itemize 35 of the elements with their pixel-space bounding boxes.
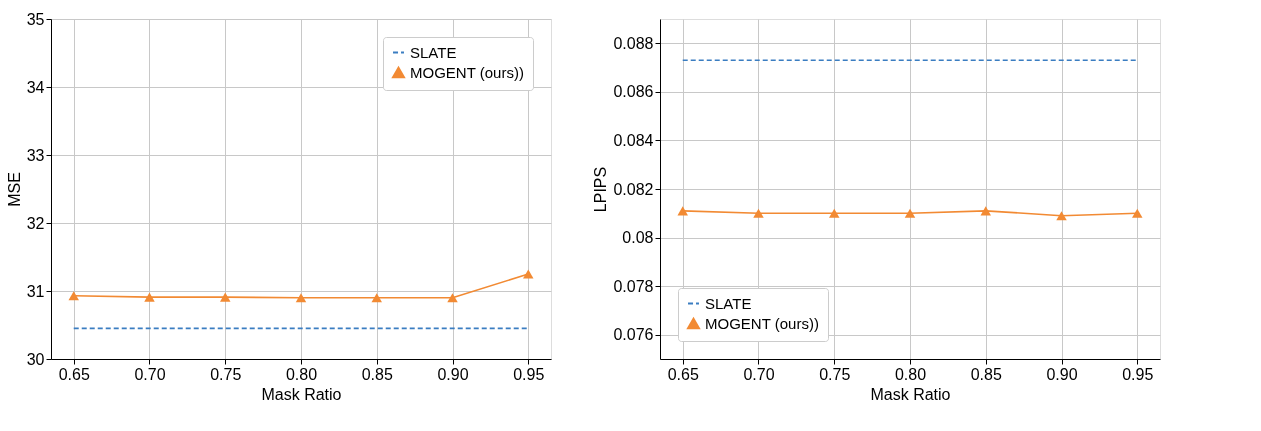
- y-tick-label: 33: [26, 146, 45, 164]
- x-axis-title: Mask Ratio: [261, 385, 342, 403]
- x-tick-label: 0.65: [667, 365, 699, 383]
- y-tick-label: 0.076: [613, 326, 654, 344]
- y-tick-label: 0.088: [613, 34, 654, 52]
- y-tick-label: 35: [26, 10, 45, 28]
- y-tick-label: 0.084: [613, 131, 654, 149]
- x-axis-title: Mask Ratio: [870, 385, 951, 403]
- x-tick-label: 0.95: [1122, 365, 1154, 383]
- x-tick-label: 0.70: [743, 365, 775, 383]
- x-tick-label: 0.75: [819, 365, 851, 383]
- legend-label: MOGENT (ours)): [705, 314, 819, 332]
- y-tick-label: 32: [26, 214, 45, 232]
- x-tick-label: 0.85: [361, 365, 393, 383]
- legend-label: SLATE: [705, 294, 752, 312]
- y-tick-label: 30: [26, 350, 45, 368]
- x-tick-label: 0.90: [437, 365, 469, 383]
- y-tick-label: 0.086: [613, 83, 654, 101]
- legend-label: SLATE: [410, 43, 457, 61]
- x-tick-label: 0.95: [513, 365, 545, 383]
- x-tick-label: 0.90: [1046, 365, 1078, 383]
- y-tick-label: 0.078: [613, 277, 654, 295]
- x-tick-label: 0.80: [894, 365, 927, 383]
- y-axis-title: MSE: [5, 172, 23, 207]
- y-tick-label: 0.082: [613, 180, 654, 198]
- y-tick-label: 34: [26, 78, 45, 96]
- legend-label: MOGENT (ours)): [410, 63, 524, 81]
- x-tick-label: 0.85: [970, 365, 1002, 383]
- y-tick-label: 0.08: [622, 229, 654, 247]
- x-tick-label: 0.70: [134, 365, 166, 383]
- x-tick-label: 0.80: [285, 365, 318, 383]
- x-tick-label: 0.75: [210, 365, 242, 383]
- y-axis-title: LPIPS: [592, 166, 610, 213]
- y-tick-label: 31: [26, 282, 45, 300]
- x-tick-label: 0.65: [58, 365, 90, 383]
